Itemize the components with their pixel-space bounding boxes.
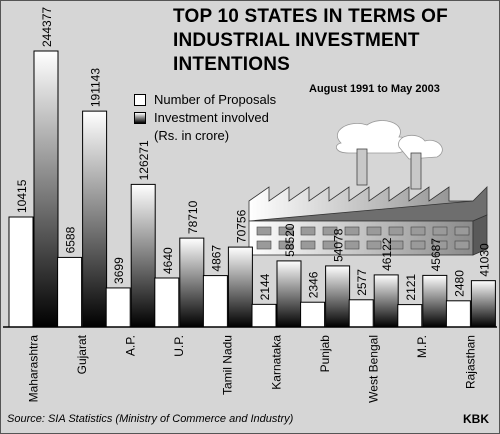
bar-proposals-3 — [154, 277, 180, 328]
bar-investment-6 — [325, 265, 351, 328]
legend-note: (Rs. in crore) — [154, 128, 230, 143]
label-investment-2: 126271 — [137, 140, 151, 180]
label-investment-9: 41030 — [477, 243, 491, 277]
label-proposals-2: 3699 — [112, 257, 126, 284]
label-proposals-5: 2144 — [258, 273, 272, 300]
category-label-8: M.P. — [415, 335, 429, 358]
label-investment-6: 54078 — [332, 228, 346, 262]
label-proposals-0: 10415 — [15, 179, 29, 213]
bar-investment-8 — [422, 274, 448, 328]
label-investment-0: 244377 — [40, 7, 54, 47]
bar-investment-3 — [179, 237, 205, 328]
bar-investment-2 — [130, 183, 156, 328]
bar-investment-9 — [470, 280, 496, 328]
label-proposals-9: 2480 — [452, 270, 466, 297]
label-investment-3: 78710 — [186, 200, 200, 234]
source-note: Source: SIA Statistics (Ministry of Comm… — [7, 413, 294, 425]
bar-proposals-1 — [57, 256, 83, 328]
category-label-2: A.P. — [124, 335, 138, 356]
category-label-6: Punjab — [318, 335, 332, 373]
label-investment-5: 58520 — [283, 223, 297, 257]
category-label-4: Tamil Nadu — [221, 335, 235, 395]
label-investment-7: 46122 — [380, 237, 394, 271]
label-investment-4: 70756 — [234, 209, 248, 243]
bar-investment-7 — [373, 274, 399, 328]
bar-investment-5 — [276, 260, 302, 328]
label-proposals-3: 4640 — [161, 247, 175, 274]
category-label-9: Rajasthan — [464, 335, 478, 389]
chart-title: TOP 10 STATES IN TERMS OF INDUSTRIAL INV… — [173, 6, 448, 75]
label-proposals-4: 4867 — [209, 245, 223, 272]
bar-proposals-4 — [202, 275, 228, 328]
legend-label-investment: Investment involved — [154, 110, 269, 125]
label-proposals-7: 2577 — [355, 269, 369, 296]
label-proposals-8: 2121 — [404, 274, 418, 301]
legend-swatch-proposals — [134, 94, 146, 106]
bar-proposals-7 — [348, 299, 374, 328]
category-label-0: Maharashtra — [26, 335, 40, 403]
bar-proposals-2 — [105, 287, 131, 328]
category-label-1: Gujarat — [75, 334, 89, 374]
bar-proposals-5 — [251, 303, 277, 328]
label-proposals-6: 2346 — [307, 271, 321, 298]
category-label-7: West Bengal — [367, 335, 381, 403]
bar-investment-1 — [82, 110, 108, 328]
bar-proposals-0 — [8, 216, 34, 328]
bar-investment-4 — [227, 246, 253, 328]
category-label-3: U.P. — [172, 335, 186, 357]
label-investment-8: 45687 — [429, 238, 443, 272]
bar-proposals-6 — [300, 301, 326, 328]
bar-investment-0 — [33, 50, 59, 328]
credit: KBK — [463, 412, 489, 426]
bar-proposals-9 — [445, 300, 471, 328]
category-label-5: Karnataka — [269, 335, 283, 390]
legend-label-proposals: Number of Proposals — [154, 92, 277, 107]
label-proposals-1: 6588 — [64, 226, 78, 253]
legend-swatch-investment — [134, 112, 146, 124]
chart-subtitle: August 1991 to May 2003 — [309, 83, 440, 95]
bar-proposals-8 — [397, 304, 423, 328]
factory-illustration-icon — [248, 120, 488, 256]
label-investment-1: 191143 — [89, 68, 103, 107]
